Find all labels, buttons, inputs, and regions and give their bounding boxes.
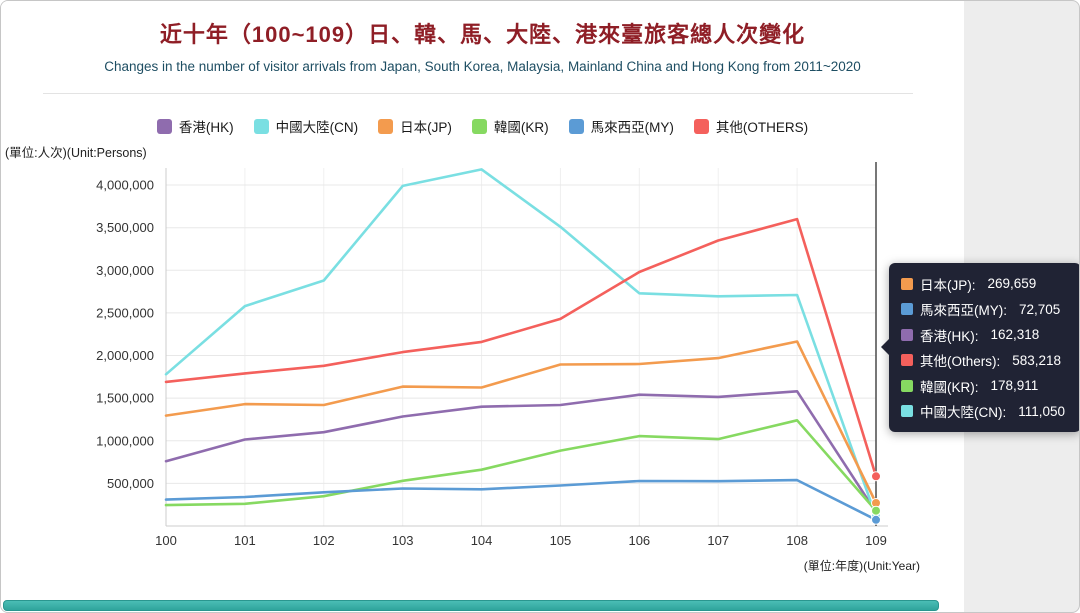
legend-item-jp[interactable]: 日本(JP) [378, 116, 452, 136]
tooltip-arrow-icon [881, 339, 889, 355]
svg-text:105: 105 [550, 533, 572, 548]
tooltip-row-hk: 香港(HK): 162,318 [901, 322, 1069, 348]
svg-text:107: 107 [707, 533, 729, 548]
svg-text:2,000,000: 2,000,000 [96, 348, 154, 363]
tooltip-swatch-icon [901, 379, 913, 392]
legend-label: 日本(JP) [400, 120, 452, 135]
tooltip-row-jp: 日本(JP): 269,659 [901, 271, 1069, 297]
legend-swatch-icon [378, 118, 394, 134]
tooltip-label: 韓國(KR): [920, 379, 979, 395]
chart-canvas[interactable]: 500,000 1,000,000 1,500,000 2,000,000 2,500,… [41, 158, 936, 583]
tooltip-row-my: 馬來西亞(MY): 72,705 [901, 297, 1069, 323]
svg-text:103: 103 [392, 533, 414, 548]
page-subtitle: Changes in the number of visitor arrival… [104, 59, 861, 74]
tooltip-value: 162,318 [990, 327, 1040, 343]
tooltip-value: 72,705 [1019, 301, 1061, 317]
svg-text:3,500,000: 3,500,000 [96, 220, 154, 235]
legend-swatch-icon [568, 118, 584, 134]
chart-card: 近十年（100~109）日、韓、馬、大陸、港來臺旅客總人次變化 Changes … [1, 1, 964, 612]
svg-text:1,000,000: 1,000,000 [96, 433, 154, 448]
legend-swatch-icon [693, 118, 709, 134]
tooltip-swatch-icon [901, 405, 913, 418]
y-axis-unit-label: (單位:人次)(Unit:Persons) [5, 146, 147, 160]
chart-legend: 香港(HK) 中國大陸(CN) 日本(JP) 韓國(KR) 馬來西亞(MY) 其… [1, 116, 964, 136]
legend-item-cn[interactable]: 中國大陸(CN) [253, 116, 359, 136]
divider [43, 93, 913, 94]
svg-text:1,500,000: 1,500,000 [96, 391, 154, 406]
tooltip-row-others: 其他(Others): 583,218 [901, 348, 1069, 374]
legend-label: 韓國(KR) [493, 120, 549, 135]
tooltip-label: 馬來西亞(MY): [920, 303, 1007, 319]
legend-label: 中國大陸(CN) [275, 120, 359, 135]
tooltip-value: 269,659 [987, 276, 1037, 292]
tooltip-row-cn: 中國大陸(CN): 111,050 [901, 399, 1069, 425]
x-axis-unit-label: (單位:年度)(Unit:Year) [803, 559, 920, 573]
legend-label: 香港(HK) [178, 120, 234, 135]
tooltip-value: 178,911 [990, 378, 1039, 394]
chart-tooltip: 日本(JP): 269,659 馬來西亞(MY): 72,705 香港(HK):… [881, 263, 1079, 432]
svg-text:106: 106 [628, 533, 650, 548]
svg-text:102: 102 [313, 533, 335, 548]
legend-item-kr[interactable]: 韓國(KR) [471, 116, 549, 136]
tooltip-swatch-icon [901, 277, 913, 290]
tooltip-value: 583,218 [1012, 352, 1062, 368]
tooltip-label: 日本(JP): [920, 277, 976, 293]
page-title: 近十年（100~109）日、韓、馬、大陸、港來臺旅客總人次變化 [159, 22, 806, 47]
legend-item-my[interactable]: 馬來西亞(MY) [568, 116, 674, 136]
legend-item-others[interactable]: 其他(OTHERS) [693, 116, 809, 136]
legend-swatch-icon [156, 118, 172, 134]
svg-text:101: 101 [234, 533, 256, 548]
legend-swatch-icon [471, 118, 487, 134]
legend-label: 其他(OTHERS) [715, 120, 809, 135]
svg-text:108: 108 [786, 533, 808, 548]
legend-label: 馬來西亞(MY) [590, 120, 674, 135]
svg-text:2,500,000: 2,500,000 [96, 305, 154, 320]
tooltip-label: 香港(HK): [920, 328, 979, 344]
tooltip-value: 111,050 [1018, 403, 1066, 419]
tooltip-swatch-icon [901, 328, 913, 341]
svg-text:104: 104 [471, 533, 493, 548]
tooltip-row-kr: 韓國(KR): 178,911 [901, 373, 1069, 399]
tooltip-swatch-icon [901, 354, 913, 367]
line-chart[interactable]: 500,000 1,000,000 1,500,000 2,000,000 2,500,… [41, 158, 936, 583]
svg-text:500,000: 500,000 [107, 476, 154, 491]
legend-swatch-icon [253, 118, 269, 134]
legend-item-hk[interactable]: 香港(HK) [156, 116, 234, 136]
bottom-scrollbar[interactable] [3, 600, 939, 611]
svg-text:100: 100 [155, 533, 177, 548]
svg-text:109: 109 [865, 533, 887, 548]
svg-text:4,000,000: 4,000,000 [96, 178, 154, 193]
tooltip-label: 其他(Others): [920, 354, 1001, 370]
tooltip-swatch-icon [901, 303, 913, 316]
tooltip-label: 中國大陸(CN): [920, 405, 1007, 421]
svg-text:3,000,000: 3,000,000 [96, 263, 154, 278]
